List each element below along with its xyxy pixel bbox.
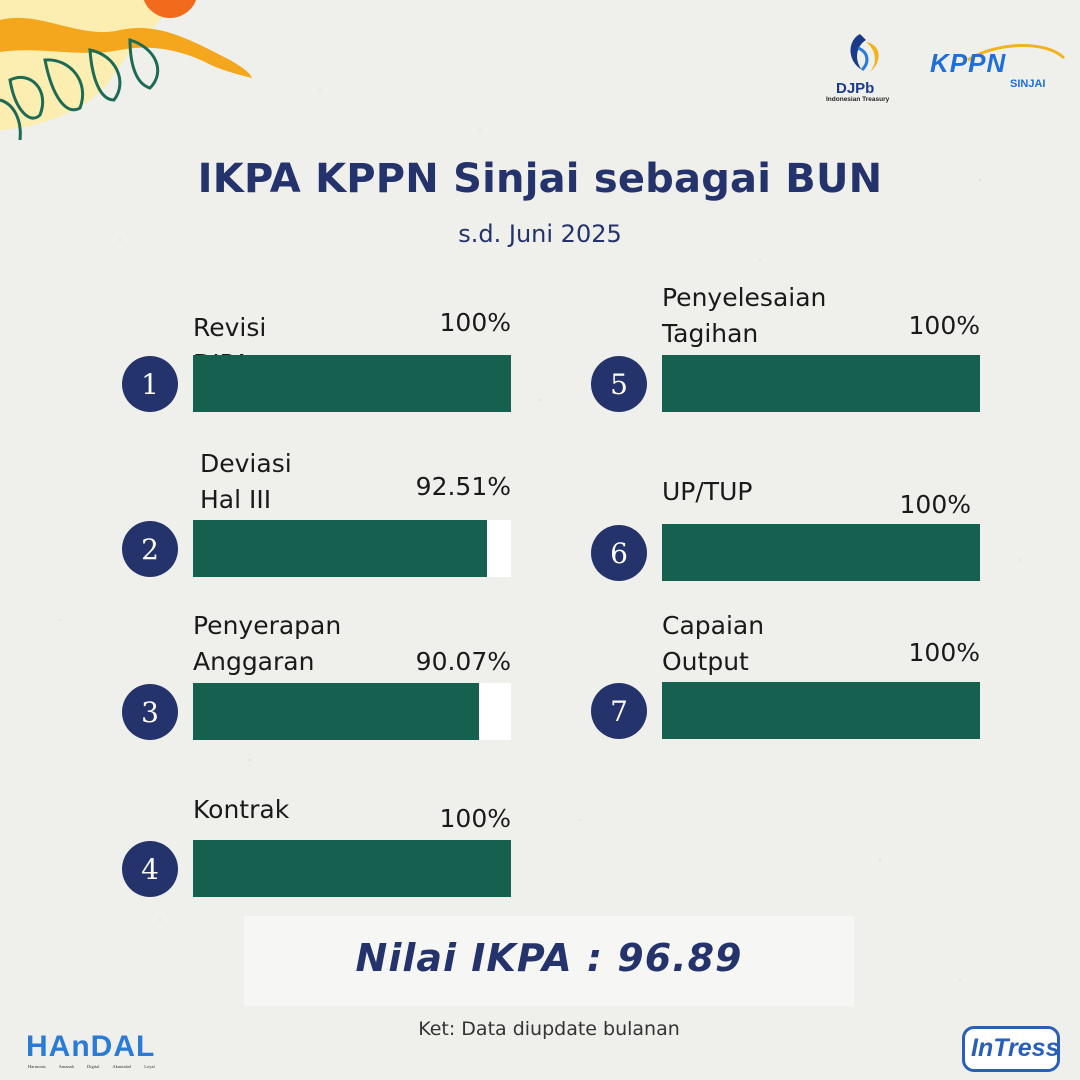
corner-decoration [0,0,252,140]
indicator-bar-track [662,524,980,581]
indicator-bar [193,520,487,577]
page-title: IKPA KPPN Sinjai sebagai BUN [197,156,883,202]
indicator-value-label: 100% [439,804,511,833]
indicator-value-label: 100% [899,490,971,519]
footnote: Ket: Data diupdate bulanan [418,1018,680,1040]
indicator-value-label: 100% [439,308,511,337]
indicator-bar-track [662,682,980,739]
indicator-value-label: 92.51% [415,472,511,501]
indicator-label: Capaian Output [662,611,765,676]
kppn-logo: KPPN SINJAI [928,40,1068,96]
indicator-label: Penyelesaian Tagihan [662,283,827,348]
indicator-bar-track [662,355,980,412]
kppn-swoosh-icon [967,43,1066,62]
indicator-bar-track [193,520,511,577]
indicator-number-badge: 4 [122,841,178,897]
indicator-number-badge: 7 [591,683,647,739]
indicator-number-badge: 5 [591,356,647,412]
djpb-tagline: Indonesian Treasury [826,96,890,103]
indicator-number-badge: 6 [591,525,647,581]
indicator-bar [662,524,980,581]
indicator-bar-track [193,355,511,412]
indicator-value-label: 100% [908,638,980,667]
handal-wordmark: HAnDAL [26,1030,156,1063]
page-subtitle: s.d. Juni 2025 [458,220,622,248]
indicator-bar [193,683,479,740]
intress-wordmark: InTress [971,1034,1060,1062]
indicator-bar [193,355,511,412]
indicator-bar [662,682,980,739]
indicator-bar-track [193,840,511,897]
indicator-bar-track [193,683,511,740]
djpb-logo: DJPb Indonesian Treasury [826,30,906,106]
ikpa-result-value: Nilai IKPA : 96.89 [355,936,743,980]
indicator-bar [662,355,980,412]
indicator-label: UP/TUP [662,477,753,506]
handal-logo: HAnDAL Harmonis Amanah Digital Akuntabel… [26,1030,186,1074]
indicator-number-badge: 3 [122,684,178,740]
indicator-label: Kontrak [193,795,290,824]
handal-tagline: Harmonis Amanah Digital Akuntabel Loyal [28,1064,155,1069]
ikpa-result-box: Nilai IKPA : 96.89 [244,916,854,1006]
djpb-wordmark: DJPb [836,80,875,97]
djpb-emblem-icon [850,34,879,72]
indicator-value-label: 90.07% [415,647,511,676]
intress-logo: InTress [962,1026,1060,1072]
kppn-wordmark: KPPN [930,48,1007,78]
indicator-value-label: 100% [908,311,980,340]
kppn-sub: SINJAI [1010,78,1046,90]
indicator-number-badge: 1 [122,356,178,412]
sun-shape [143,0,197,18]
indicator-bar [193,840,511,897]
indicator-label: Penyerapan Anggaran [193,611,342,676]
indicator-number-badge: 2 [122,521,178,577]
